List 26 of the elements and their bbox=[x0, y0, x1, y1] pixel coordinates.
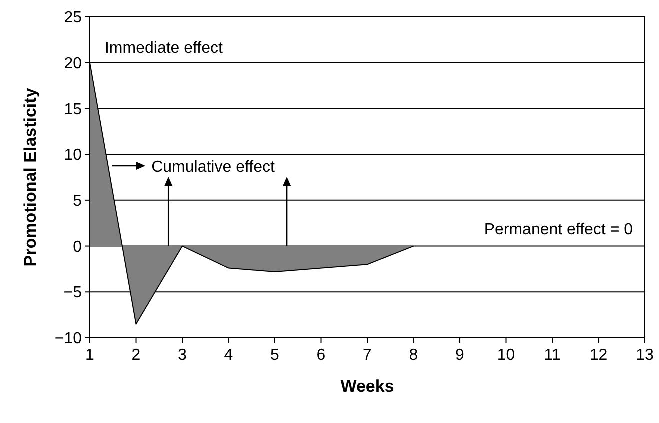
x-tick-label: 13 bbox=[636, 347, 654, 364]
x-tick-label: 11 bbox=[544, 347, 561, 364]
x-axis-title: Weeks bbox=[340, 377, 394, 396]
y-tick-label: 20 bbox=[64, 55, 82, 72]
annotation: Cumulative effect bbox=[152, 159, 276, 176]
x-tick-label: 3 bbox=[178, 347, 188, 364]
annotation: Permanent effect = 0 bbox=[484, 221, 634, 238]
y-tick-label: 0 bbox=[73, 238, 82, 256]
annotation: Immediate effect bbox=[104, 40, 224, 57]
x-tick-label: 5 bbox=[270, 347, 280, 364]
y-axis-title: Promotional Elasticity bbox=[21, 88, 40, 267]
x-tick-label: 10 bbox=[497, 347, 516, 364]
x-tick-label: 1 bbox=[86, 347, 95, 364]
x-tick-label: 8 bbox=[409, 347, 418, 364]
x-tick-label: 12 bbox=[590, 347, 608, 364]
x-tick-label: 4 bbox=[224, 347, 234, 364]
x-tick-label: 6 bbox=[316, 347, 326, 364]
y-tick-label: 10 bbox=[64, 147, 82, 164]
x-tick-label: 9 bbox=[456, 347, 465, 364]
x-tick-label: 2 bbox=[132, 347, 141, 364]
y-tick-label: 25 bbox=[64, 10, 82, 27]
y-tick-label: 5 bbox=[73, 193, 82, 210]
y-tick-label: 15 bbox=[64, 101, 82, 118]
x-tick-label: 7 bbox=[363, 347, 372, 364]
y-tick-label: −5 bbox=[64, 284, 82, 302]
y-tick-label: −10 bbox=[54, 330, 82, 348]
